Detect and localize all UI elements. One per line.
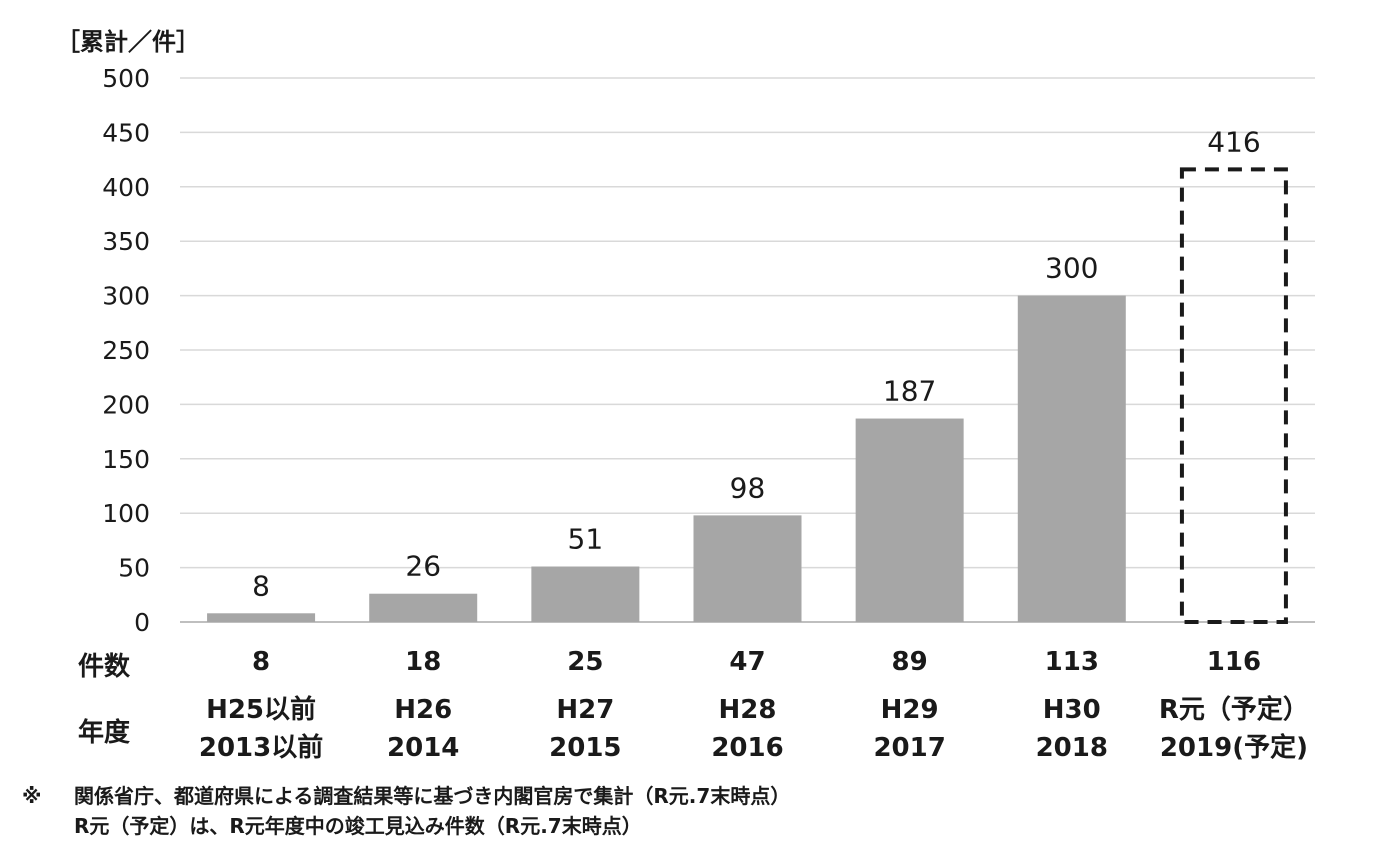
y-tick-label-100: 100 [102,499,150,528]
y-tick-label-150: 150 [102,445,150,474]
count-cell-4: 89 [891,647,928,677]
calendar-year-cell-5: 2018 [1035,733,1108,763]
fiscal-year-cell-6: R元（予定） [1158,695,1309,725]
y-tick-label-0: 0 [134,608,150,637]
count-cell-1: 18 [405,647,442,677]
calendar-year-cell-1: 2014 [387,733,460,763]
count-row-label: 件数 [78,652,131,682]
y-tick-label-400: 400 [102,173,150,202]
count-cell-0: 8 [252,647,271,677]
bar-chart: 0 50 100 150 200 250 300 350 400 450 500 8 26 51 98 187… [102,64,1315,637]
data-label-3: 98 [730,471,766,504]
bar-1 [369,593,478,622]
y-tick-label-50: 50 [118,554,150,583]
data-label-4: 187 [883,375,936,408]
bar-2 [531,566,640,622]
data-label-6: 416 [1207,125,1260,158]
fiscal-year-cell-5: H30 [1042,695,1101,725]
data-label-2: 51 [568,523,604,556]
count-cell-2: 25 [567,647,604,677]
data-label-0: 8 [252,569,270,602]
fiscal-year-cell-0: H25以前 [206,695,317,725]
footnote-text-1: 関係省庁、都道府県による調査結果等に基づき内閣官房で集計（R元.7末時点） [74,784,791,808]
count-cell-5: 113 [1044,647,1099,677]
calendar-year-cell-6: 2019(予定) [1159,733,1308,763]
calendar-year-cell-2: 2015 [549,733,622,763]
calendar-year-cell-0: 2013以前 [198,733,324,763]
y-axis-unit-label: ［累計／件］ [56,28,200,56]
calendar-year-cell-3: 2016 [711,733,784,763]
bar-projected-6 [1179,167,1288,624]
count-cell-6: 116 [1206,647,1262,677]
y-tick-label-500: 500 [102,64,150,93]
bar-4 [855,418,964,622]
footnote-text-2: R元（予定）は、R元年度中の竣工見込み件数（R元.7末時点） [74,814,642,838]
year-row-label: 年度 [78,718,131,748]
footnote-mark: ※ [22,784,42,808]
y-tick-label-350: 350 [102,227,150,256]
bar-3 [693,515,802,622]
y-tick-label-300: 300 [102,282,150,311]
y-tick-label-450: 450 [102,118,150,147]
fiscal-year-cell-4: H29 [880,695,939,725]
bar-5 [1017,295,1126,622]
fiscal-year-cell-3: H28 [718,695,777,725]
data-label-1: 26 [405,550,441,583]
bar-0 [207,613,316,622]
y-tick-label-200: 200 [102,390,150,419]
calendar-year-cell-4: 2017 [873,733,946,763]
y-tick-label-250: 250 [102,336,150,365]
data-label-5: 300 [1045,252,1098,285]
fiscal-year-cell-1: H26 [394,695,453,725]
fiscal-year-cell-2: H27 [556,695,615,725]
count-cell-3: 47 [729,647,766,677]
